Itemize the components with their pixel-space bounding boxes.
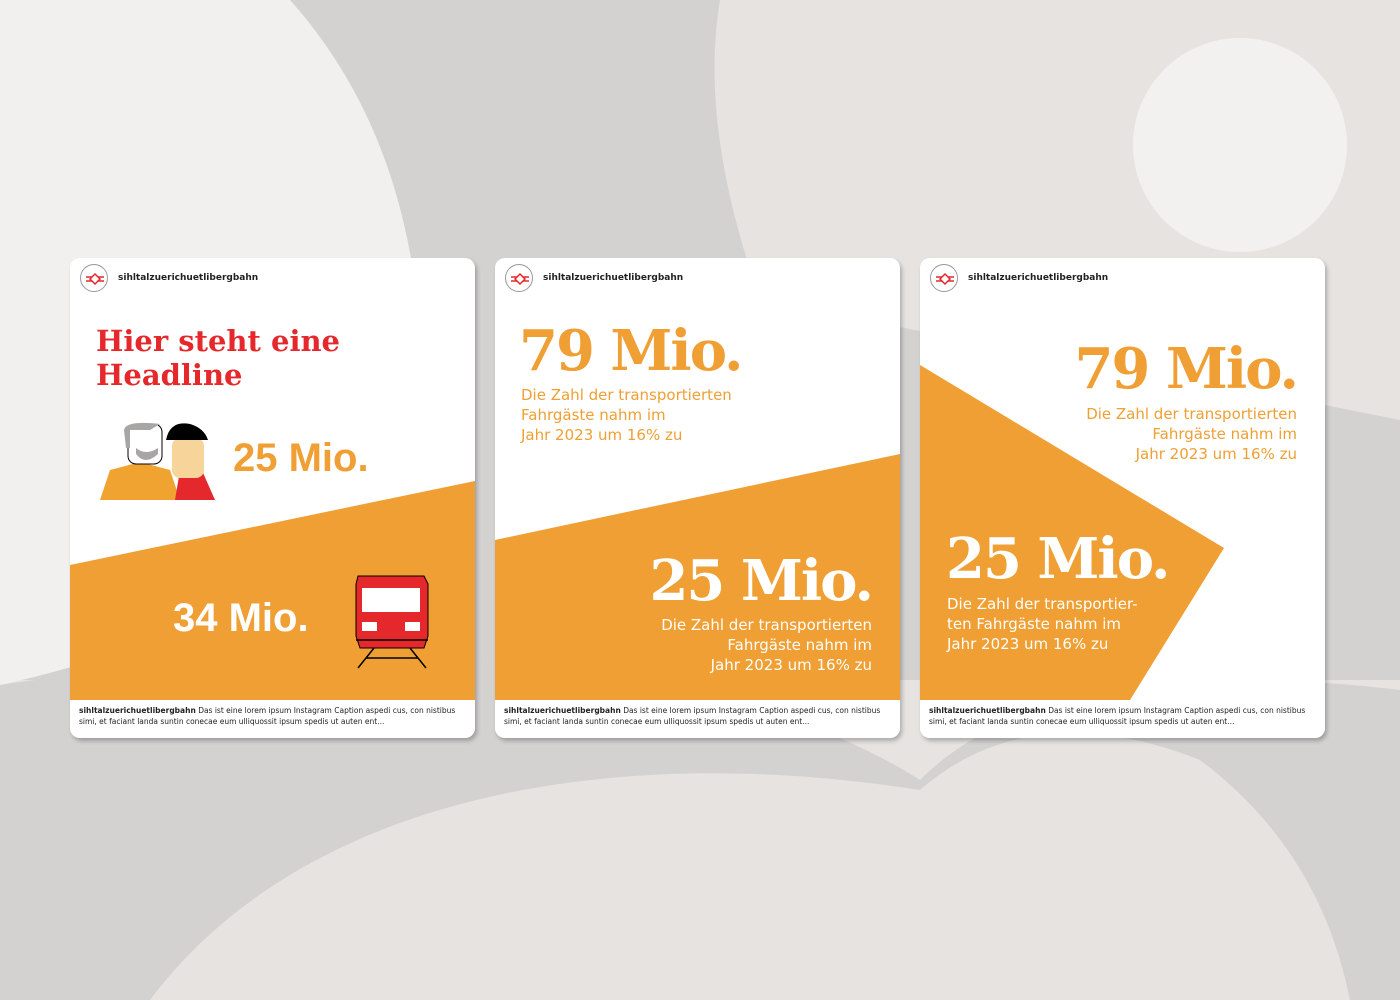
caption-text: Das ist eine lorem ipsum Instagram Capti… — [504, 706, 881, 726]
caption-text: Das ist eine lorem ipsum Instagram Capti… — [929, 706, 1306, 726]
brand-logo-icon — [505, 264, 533, 292]
stat-top-description: Die Zahl der transportierten Fahrgäste na… — [521, 385, 732, 445]
post-card-1[interactable]: sihltalzuerichuetlibergbahn Hier steht e… — [70, 258, 475, 738]
headline-line: Hier steht eine — [96, 324, 340, 358]
caption-account[interactable]: sihltalzuerichuetlibergbahn — [79, 706, 196, 715]
text-line: Die Zahl der transportierten — [1086, 405, 1297, 423]
text-line: Die Zahl der transportierten — [661, 616, 872, 634]
text-line: Jahr 2023 um 16% zu — [947, 635, 1109, 653]
stat-bottom-description: Die Zahl der transportier-ten Fahrgäste … — [947, 594, 1138, 654]
stat-bottom: 25 Mio. — [649, 548, 874, 614]
text-line: Fahrgäste nahm im — [1152, 425, 1297, 443]
text-line: Fahrgäste nahm im — [727, 636, 872, 654]
stat-bottom: 34 Mio. — [173, 596, 309, 640]
post-card-3[interactable]: sihltalzuerichuetlibergbahn 79 Mio. Die … — [920, 258, 1325, 738]
orange-arrow-panel — [920, 365, 1224, 700]
people-illustration-icon — [100, 422, 215, 500]
text-line: Jahr 2023 um 16% zu — [521, 426, 683, 444]
post-header: sihltalzuerichuetlibergbahn — [80, 264, 258, 292]
stat-bottom: 25 Mio. — [946, 526, 1171, 592]
text-line: ten Fahrgäste nahm im — [947, 615, 1122, 633]
stat-top-description: Die Zahl der transportierten Fahrgäste na… — [1086, 404, 1297, 464]
post-header: sihltalzuerichuetlibergbahn — [930, 264, 1108, 292]
account-name[interactable]: sihltalzuerichuetlibergbahn — [118, 273, 259, 283]
account-name[interactable]: sihltalzuerichuetlibergbahn — [543, 273, 684, 283]
stat-top: 79 Mio. — [1074, 336, 1299, 402]
stat-top: 25 Mio. — [233, 436, 369, 480]
train-icon — [355, 575, 429, 669]
text-line: Jahr 2023 um 16% zu — [710, 656, 872, 674]
text-line: Jahr 2023 um 16% zu — [1135, 445, 1297, 463]
post-header: sihltalzuerichuetlibergbahn — [505, 264, 683, 292]
stat-top: 79 Mio. — [519, 318, 744, 384]
text-line: Fahrgäste nahm im — [521, 406, 666, 424]
post-caption: sihltalzuerichuetlibergbahn Das ist eine… — [70, 700, 475, 738]
caption-text: Das ist eine lorem ipsum Instagram Capti… — [79, 706, 456, 726]
caption-account[interactable]: sihltalzuerichuetlibergbahn — [929, 706, 1046, 715]
post-caption: sihltalzuerichuetlibergbahn Das ist eine… — [920, 700, 1325, 738]
post-card-2[interactable]: sihltalzuerichuetlibergbahn 79 Mio. Die … — [495, 258, 900, 738]
headline: Hier steht eine Headline — [96, 324, 340, 392]
brand-logo-icon — [80, 264, 108, 292]
headline-line: Headline — [96, 358, 243, 392]
post-caption: sihltalzuerichuetlibergbahn Das ist eine… — [495, 700, 900, 738]
caption-account[interactable]: sihltalzuerichuetlibergbahn — [504, 706, 621, 715]
text-line: Die Zahl der transportierten — [521, 386, 732, 404]
brand-logo-icon — [930, 264, 958, 292]
stat-bottom-description: Die Zahl der transportierten Fahrgäste na… — [661, 615, 872, 675]
orange-diagonal-panel — [495, 454, 900, 700]
text-line: Die Zahl der transportier- — [947, 595, 1138, 613]
account-name[interactable]: sihltalzuerichuetlibergbahn — [968, 273, 1109, 283]
